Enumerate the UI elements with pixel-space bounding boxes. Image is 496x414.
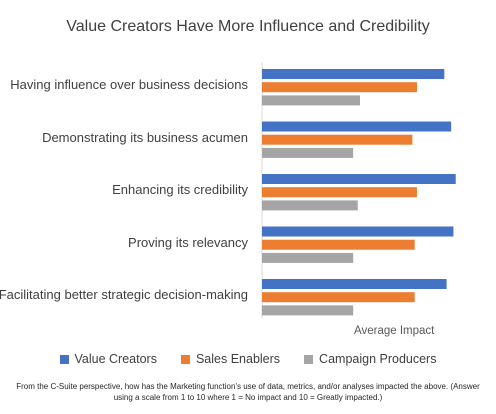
bar — [262, 187, 417, 198]
legend: Value Creators Sales Enablers Campaign Pro… — [0, 352, 496, 366]
legend-label: Campaign Producers — [319, 352, 437, 366]
bar — [262, 69, 445, 79]
x-axis-label: Average Impact — [354, 325, 435, 337]
category-label: Proving its relevancy — [128, 234, 248, 250]
bar — [262, 200, 358, 211]
legend-swatch — [180, 354, 190, 364]
legend-item: Sales Enablers — [180, 352, 281, 366]
legend-label: Sales Enablers — [195, 352, 281, 366]
bar — [262, 305, 354, 316]
bar — [262, 252, 354, 263]
legend-item: Campaign Producers — [304, 352, 436, 366]
bar — [262, 174, 456, 184]
bar — [262, 95, 360, 106]
bar — [262, 134, 413, 145]
bar — [262, 226, 454, 237]
bar — [262, 82, 417, 93]
category-label: Demonstrating its business acumen — [42, 129, 248, 145]
legend-label: Value Creators — [74, 352, 157, 366]
bar — [262, 279, 447, 289]
bar — [262, 292, 415, 303]
category-label: Facilitating better strategic decision-m… — [0, 287, 248, 302]
legend-swatch — [304, 354, 314, 364]
category-label: Having influence over business decisions — [10, 77, 248, 92]
footnote: From the C-Suite perspective, how has th… — [16, 382, 480, 402]
legend-item: Value Creators — [59, 352, 157, 366]
category-label: Enhancing its credibility — [112, 182, 248, 197]
bar — [262, 121, 452, 132]
bar — [262, 239, 415, 250]
chart-title: Value Creators Have More Influence and C… — [66, 18, 430, 35]
legend-swatch — [59, 354, 69, 364]
bar — [262, 147, 354, 158]
